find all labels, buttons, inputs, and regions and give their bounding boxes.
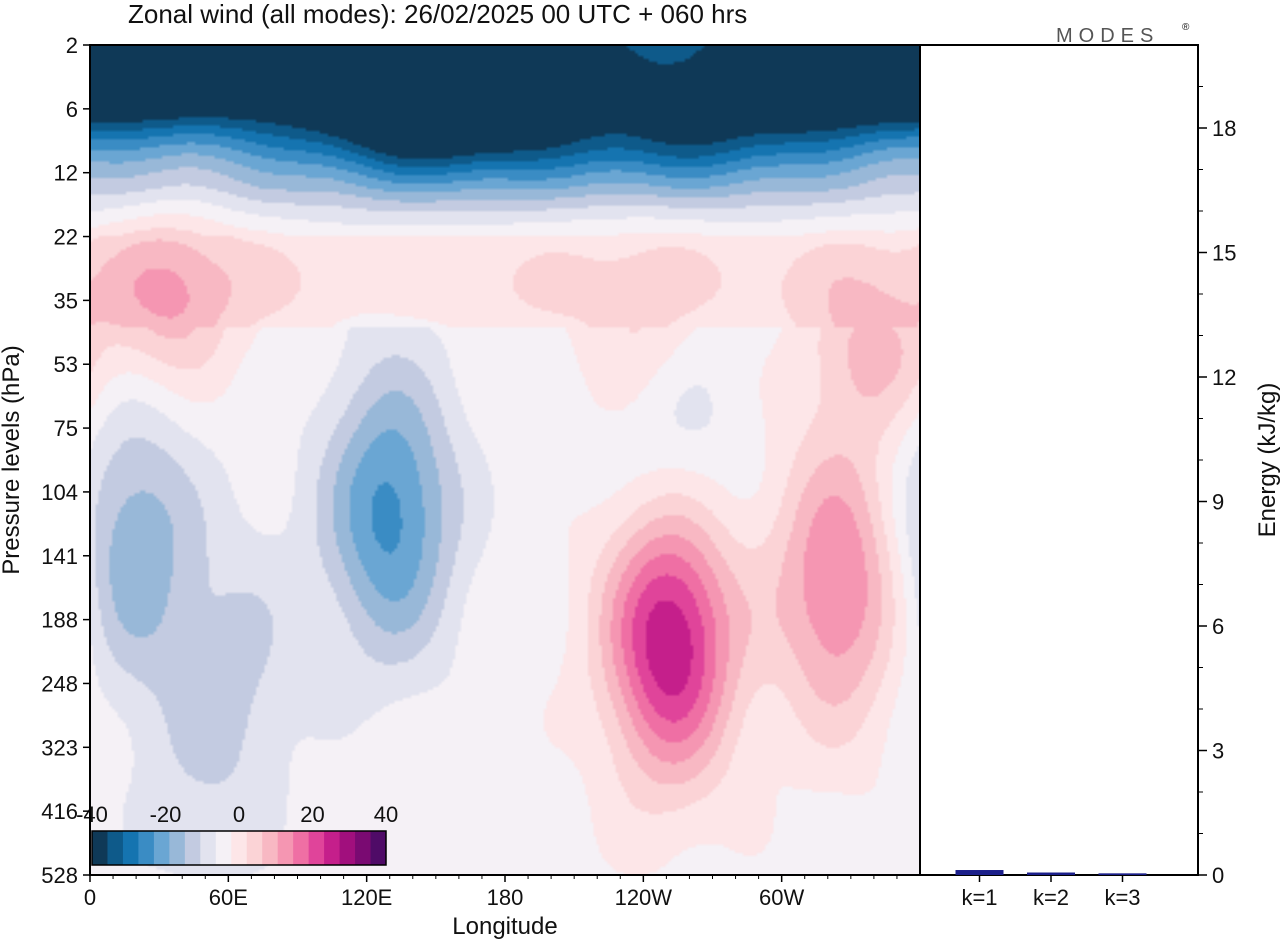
x-tick-label: 0 [84, 885, 96, 910]
colorbar-swatch [184, 831, 201, 865]
watermark-text: MODES [1056, 25, 1159, 47]
y-tick-label: 323 [41, 735, 78, 760]
colorbar-swatch [215, 831, 232, 865]
y-tick-label: 6 [66, 97, 78, 122]
bar-category-label: k=3 [1104, 885, 1140, 910]
y-tick-label: 528 [41, 863, 78, 888]
y-tick-label: 141 [41, 544, 78, 569]
colorbar-swatch [293, 831, 310, 865]
energy-tick-label: 6 [1212, 614, 1224, 639]
modes-watermark: MODES ® [1056, 22, 1190, 47]
x-tick-label: 120W [615, 885, 673, 910]
energy-tick-label: 3 [1212, 739, 1224, 764]
energy-tick-label: 15 [1212, 241, 1236, 266]
energy-axis: 0 3 6 9 12 15 18 [1198, 86, 1236, 888]
y-tick-label: 104 [41, 480, 78, 505]
colorbar-swatch [339, 831, 356, 865]
colorbar-swatch [231, 831, 248, 865]
colorbar-swatch [122, 831, 139, 865]
colorbar-swatch [200, 831, 217, 865]
energy-tick-label: 9 [1212, 490, 1224, 515]
bar-category-label: k=1 [961, 885, 997, 910]
x-tick-label: 180 [487, 885, 524, 910]
energy-bar [955, 870, 1004, 875]
energy-bar [1027, 872, 1075, 875]
x-tick-label: 60E [209, 885, 248, 910]
colorbar-swatch [138, 831, 155, 865]
heatmap-area [90, 45, 920, 875]
energy-tick-label: 0 [1212, 863, 1224, 888]
y-tick-label: 22 [54, 225, 78, 250]
y-axis-label: Pressure levels (hPa) [0, 345, 25, 574]
x-tick-label: 120E [341, 885, 392, 910]
colorbar-swatch [370, 831, 387, 865]
colorbar-swatch [324, 831, 341, 865]
x-axis: 0 60E 120E 180 120W 60W [84, 875, 898, 910]
colorbar-tick-label: 40 [374, 802, 398, 827]
colorbar: -40 -20 0 20 40 [76, 802, 398, 866]
chart-title: Zonal wind (all modes): 26/02/2025 00 UT… [128, 0, 747, 29]
colorbar-tick-label: 20 [300, 802, 324, 827]
y-tick-label: 188 [41, 608, 78, 633]
colorbar-tick-label: -40 [76, 802, 108, 827]
colorbar-swatch [262, 831, 279, 865]
bar-category-label: k=2 [1033, 885, 1069, 910]
y-tick-label: 248 [41, 671, 78, 696]
y-tick-label: 2 [66, 33, 78, 58]
y-tick-label: 12 [54, 161, 78, 186]
y-tick-label: 416 [41, 799, 78, 824]
energy-tick-label: 12 [1212, 365, 1236, 390]
energy-bars: k=1 k=2 k=3 [955, 870, 1147, 910]
energy-bar [1098, 873, 1147, 875]
colorbar-swatch [246, 831, 263, 865]
y-tick-label: 53 [54, 352, 78, 377]
y-axis: 2 6 12 22 35 53 75 104 141 188 248 323 416 528 [41, 33, 90, 888]
x-axis-label: Longitude [452, 913, 557, 940]
colorbar-swatch [277, 831, 294, 865]
colorbar-swatch [107, 831, 124, 865]
energy-tick-label: 18 [1212, 116, 1236, 141]
colorbar-swatch [153, 831, 170, 865]
colorbar-swatch [355, 831, 372, 865]
y-tick-label: 75 [54, 416, 78, 441]
watermark-mark: ® [1182, 22, 1190, 33]
energy-frame [919, 44, 1199, 876]
colorbar-swatch [308, 831, 325, 865]
heatmap-field [90, 45, 920, 875]
colorbar-tick-label: -20 [150, 802, 182, 827]
colorbar-tick-label: 0 [233, 802, 245, 827]
colorbar-swatch [92, 831, 108, 865]
colorbar-swatch [169, 831, 186, 865]
energy-axis-label: Energy (kJ/kg) [1254, 383, 1280, 538]
colorbar-frame [91, 830, 387, 866]
x-tick-label: 60W [759, 885, 804, 910]
y-tick-label: 35 [54, 288, 78, 313]
